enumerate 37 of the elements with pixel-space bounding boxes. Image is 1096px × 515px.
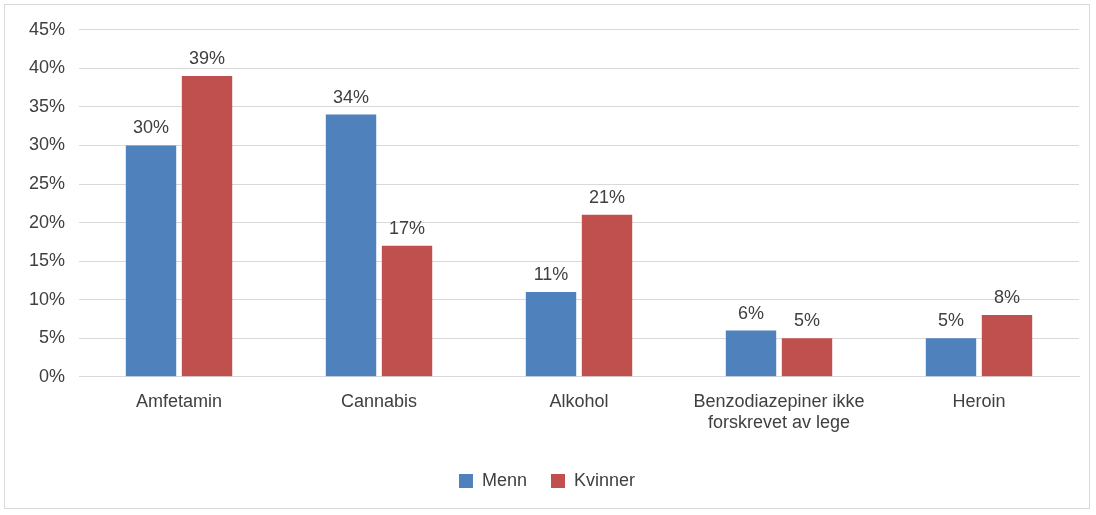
legend-label: Kvinner [574, 469, 636, 490]
data-label: 11% [533, 263, 569, 284]
bar [781, 338, 833, 377]
data-label: 39% [189, 48, 226, 69]
bar [981, 315, 1033, 377]
data-label: 34% [333, 86, 370, 107]
data-label: 17% [389, 217, 426, 238]
bar [181, 76, 233, 377]
bar [581, 214, 633, 377]
data-label: 5% [938, 310, 965, 331]
y-tick-label: 45% [29, 18, 66, 39]
y-tick-label: 20% [29, 211, 66, 232]
x-tick-label: Amfetamin [136, 390, 223, 411]
x-tick-label: Alkohol [549, 390, 609, 411]
y-tick-label: 10% [29, 288, 66, 309]
data-label: 21% [589, 186, 626, 207]
y-tick-label: 40% [29, 57, 66, 78]
bar [525, 291, 577, 377]
y-tick-label: 35% [29, 95, 66, 116]
bar [325, 114, 377, 377]
bar [925, 338, 977, 377]
y-tick-label: 0% [39, 365, 66, 386]
data-label: 5% [794, 310, 821, 331]
y-tick-label: 15% [29, 250, 66, 271]
y-tick-label: 25% [29, 172, 66, 193]
bar [125, 145, 177, 377]
x-tick-label: Cannabis [340, 390, 418, 411]
legend-label: Menn [481, 469, 527, 490]
x-tick-label: Benzodiazepiner ikke forskrevet av lege [693, 390, 865, 433]
bar [381, 245, 433, 377]
data-label: 30% [133, 117, 170, 138]
y-tick-label: 30% [29, 134, 66, 155]
y-tick-label: 5% [39, 327, 66, 348]
data-label: 6% [738, 302, 765, 323]
bar [725, 330, 777, 377]
data-label: 8% [993, 287, 1021, 308]
x-tick-label: Heroin [952, 390, 1006, 411]
